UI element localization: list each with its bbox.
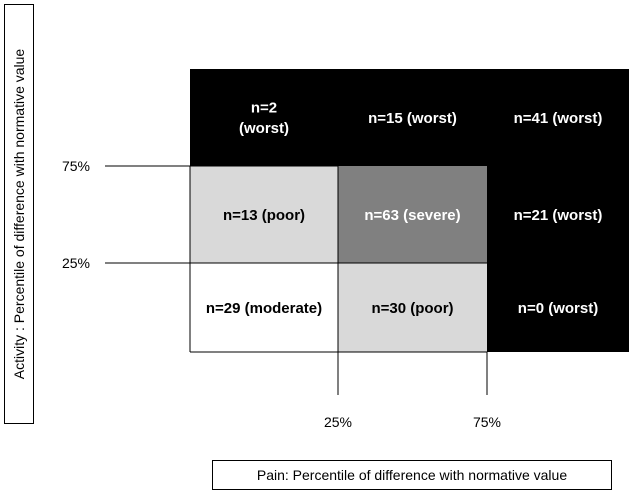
cell-label-r0-c0: n=2 (worst) — [239, 100, 289, 137]
cell-label-r1-c0: n=13 (poor) — [223, 207, 305, 224]
x-axis-label-box: Pain: Percentile of difference with norm… — [212, 460, 612, 490]
y-axis-label-box: Activity : Percentile of difference with… — [4, 4, 34, 424]
heatmap-cell-r0-c2 — [487, 69, 629, 166]
heatmap-cell-r2-c0 — [190, 263, 338, 352]
tick-labels-layer: 75% 25% 25% 75% — [62, 158, 501, 430]
heatmap-cell-r0-c1 — [338, 69, 487, 166]
heatmap-cell-r1-c2 — [487, 166, 629, 263]
y-axis-label: Activity : Percentile of difference with… — [11, 48, 28, 380]
heatmap-cell-r1-c1 — [338, 166, 487, 263]
heatmap-cell-r0-c0 — [190, 69, 338, 166]
cell-label-r2-c1: n=30 (poor) — [371, 300, 453, 317]
y-tick-label-0: 75% — [62, 158, 90, 174]
cell-label-r0-c2: n=41 (worst) — [514, 110, 603, 127]
cell-label-r1-c2: n=21 (worst) — [514, 207, 603, 224]
gridlines-layer — [105, 165, 488, 395]
cell-label-r2-c0: n=29 (moderate) — [206, 300, 322, 317]
cells-layer — [190, 69, 629, 352]
x-tick-label-0: 25% — [324, 414, 352, 430]
x-tick-label-1: 75% — [473, 414, 501, 430]
x-axis-label: Pain: Percentile of difference with norm… — [256, 467, 568, 483]
heatmap-cell-r2-c2 — [487, 263, 629, 352]
cell-label-r2-c2: n=0 (worst) — [518, 300, 598, 317]
cell-label-r0-c1: n=15 (worst) — [368, 110, 457, 127]
cell-label-r1-c1: n=63 (severe) — [364, 207, 460, 224]
cell-labels-layer: n=2 (worst) n=15 (worst) n=41 (worst) n=13 (… — [206, 100, 603, 317]
heatmap-cell-r1-c0 — [190, 166, 338, 263]
heatmap-cell-r2-c1 — [338, 263, 487, 352]
y-tick-label-1: 25% — [62, 255, 90, 271]
